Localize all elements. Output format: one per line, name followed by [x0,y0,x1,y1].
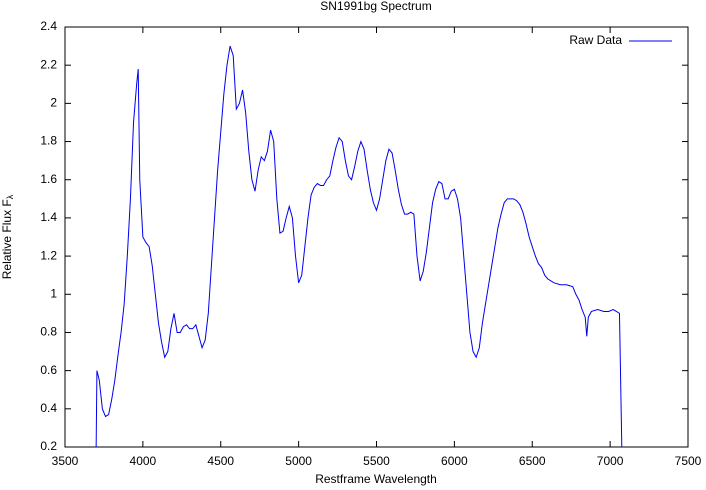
y-tick-label: 1.2 [40,248,57,262]
x-tick-label: 3500 [52,454,79,468]
y-tick-label: 2 [50,96,57,110]
y-axis-label: Relative Flux Fλ [0,194,15,279]
x-tick-label: 6500 [519,454,546,468]
x-tick-label: 4500 [207,454,234,468]
data-line [95,45,623,448]
y-tick-label: 0.6 [40,363,57,377]
x-tick-label: 7000 [597,454,624,468]
y-tick-label: 0.4 [40,401,57,415]
legend-label: Raw Data [569,33,622,47]
x-axis-label: Restframe Wavelength [315,472,437,486]
chart-title: SN1991bg Spectrum [320,0,431,13]
y-tick-label: 0.8 [40,325,57,339]
x-tick-label: 7500 [675,454,702,468]
x-tick-label: 5500 [363,454,390,468]
x-tick-label: 5000 [285,454,312,468]
y-tick-label: 1.6 [40,172,57,186]
y-tick-label: 2.4 [40,19,57,33]
y-axis-label-subscript: λ [5,194,15,199]
x-tick-label: 4000 [130,454,157,468]
y-tick-label: 2.2 [40,57,57,71]
x-tick-label: 6000 [441,454,468,468]
y-tick-label: 1.4 [40,210,57,224]
y-tick-label: 0.2 [40,439,57,453]
y-tick-label: 1 [50,286,57,300]
plot-frame [64,26,689,448]
y-axis-label-text: Relative Flux F [0,199,14,279]
y-tick-label: 1.8 [40,134,57,148]
